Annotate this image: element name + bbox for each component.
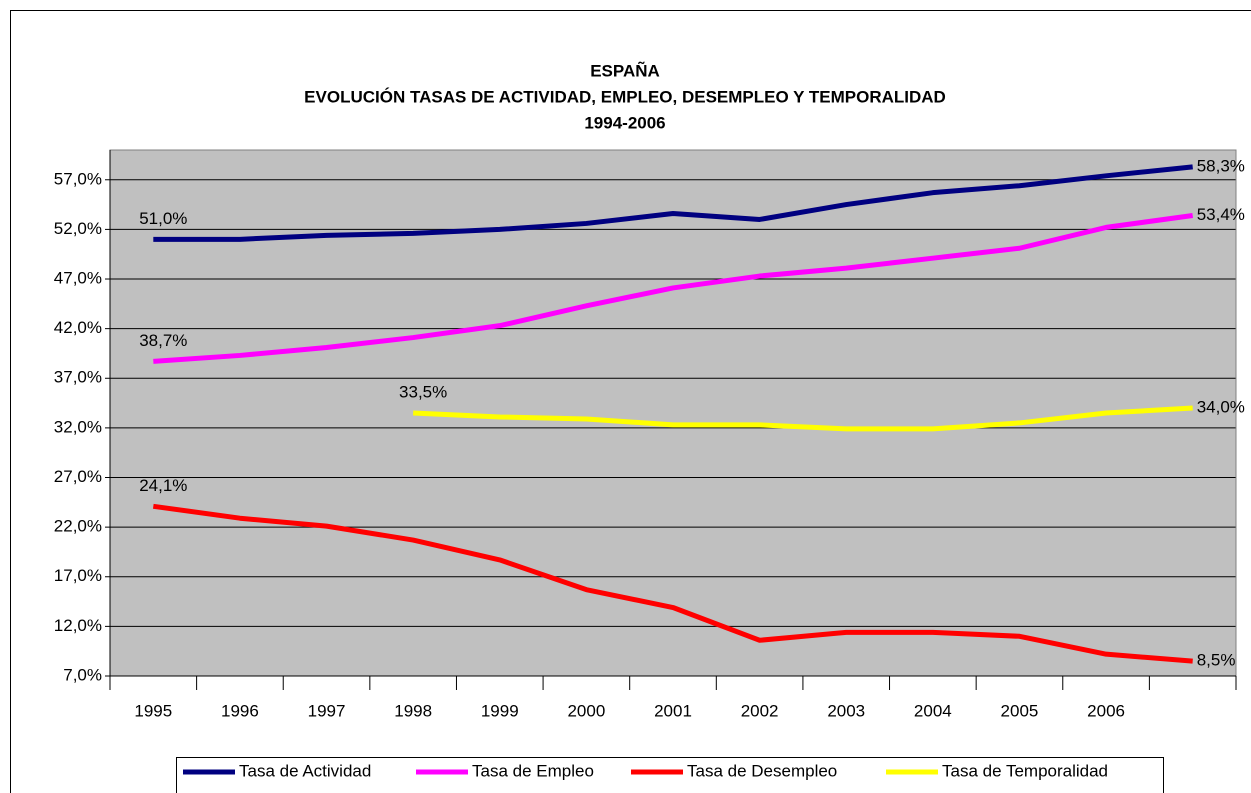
legend-box — [176, 757, 1164, 793]
y-tick-label: 47,0% — [54, 269, 102, 288]
legend-label: Tasa de Actividad — [239, 761, 371, 780]
legend-label: Tasa de Temporalidad — [942, 761, 1108, 780]
y-tick-label: 7,0% — [63, 665, 102, 684]
line-series — [152, 503, 1193, 664]
data-label: 34,0% — [1197, 398, 1245, 417]
y-tick-label: 32,0% — [54, 417, 102, 436]
x-tick-label: 2002 — [741, 701, 779, 720]
y-tick-label: 22,0% — [54, 517, 102, 536]
y-tick-label: 42,0% — [54, 318, 102, 337]
data-label: 58,3% — [1197, 156, 1245, 175]
data-label: 51,0% — [139, 209, 187, 228]
x-tick-label: 2006 — [1087, 701, 1125, 720]
data-label: 53,4% — [1197, 205, 1245, 224]
y-tick-label: 37,0% — [54, 368, 102, 387]
line-series — [413, 405, 1193, 432]
y-tick-label: 57,0% — [54, 169, 102, 188]
chart-title: ESPAÑA — [590, 60, 660, 80]
x-tick-label: 1999 — [481, 701, 519, 720]
x-tick-label: 2005 — [1001, 701, 1039, 720]
chart-title: EVOLUCIÓN TASAS DE ACTIVIDAD, EMPLEO, DE… — [304, 87, 946, 106]
y-tick-label: 52,0% — [54, 219, 102, 238]
y-tick-label: 17,0% — [54, 566, 102, 585]
data-label: 8,5% — [1197, 651, 1236, 670]
line-series — [153, 213, 1194, 364]
x-tick-label: 1996 — [221, 701, 259, 720]
data-label: 24,1% — [139, 476, 187, 495]
legend-label: Tasa de Desempleo — [687, 761, 837, 780]
legend-label: Tasa de Empleo — [472, 761, 594, 780]
data-label: 33,5% — [399, 382, 447, 401]
data-label: 38,7% — [139, 331, 187, 350]
x-tick-label: 1995 — [134, 701, 172, 720]
x-tick-label: 2000 — [567, 701, 605, 720]
x-tick-label: 1997 — [308, 701, 346, 720]
x-tick-label: 2004 — [914, 701, 952, 720]
y-tick-label: 27,0% — [54, 467, 102, 486]
x-tick-label: 2003 — [827, 701, 865, 720]
x-tick-label: 2001 — [654, 701, 692, 720]
line-series — [153, 164, 1193, 242]
y-tick-label: 12,0% — [54, 616, 102, 635]
x-tick-label: 1998 — [394, 701, 432, 720]
chart-title: 1994-2006 — [584, 113, 665, 132]
